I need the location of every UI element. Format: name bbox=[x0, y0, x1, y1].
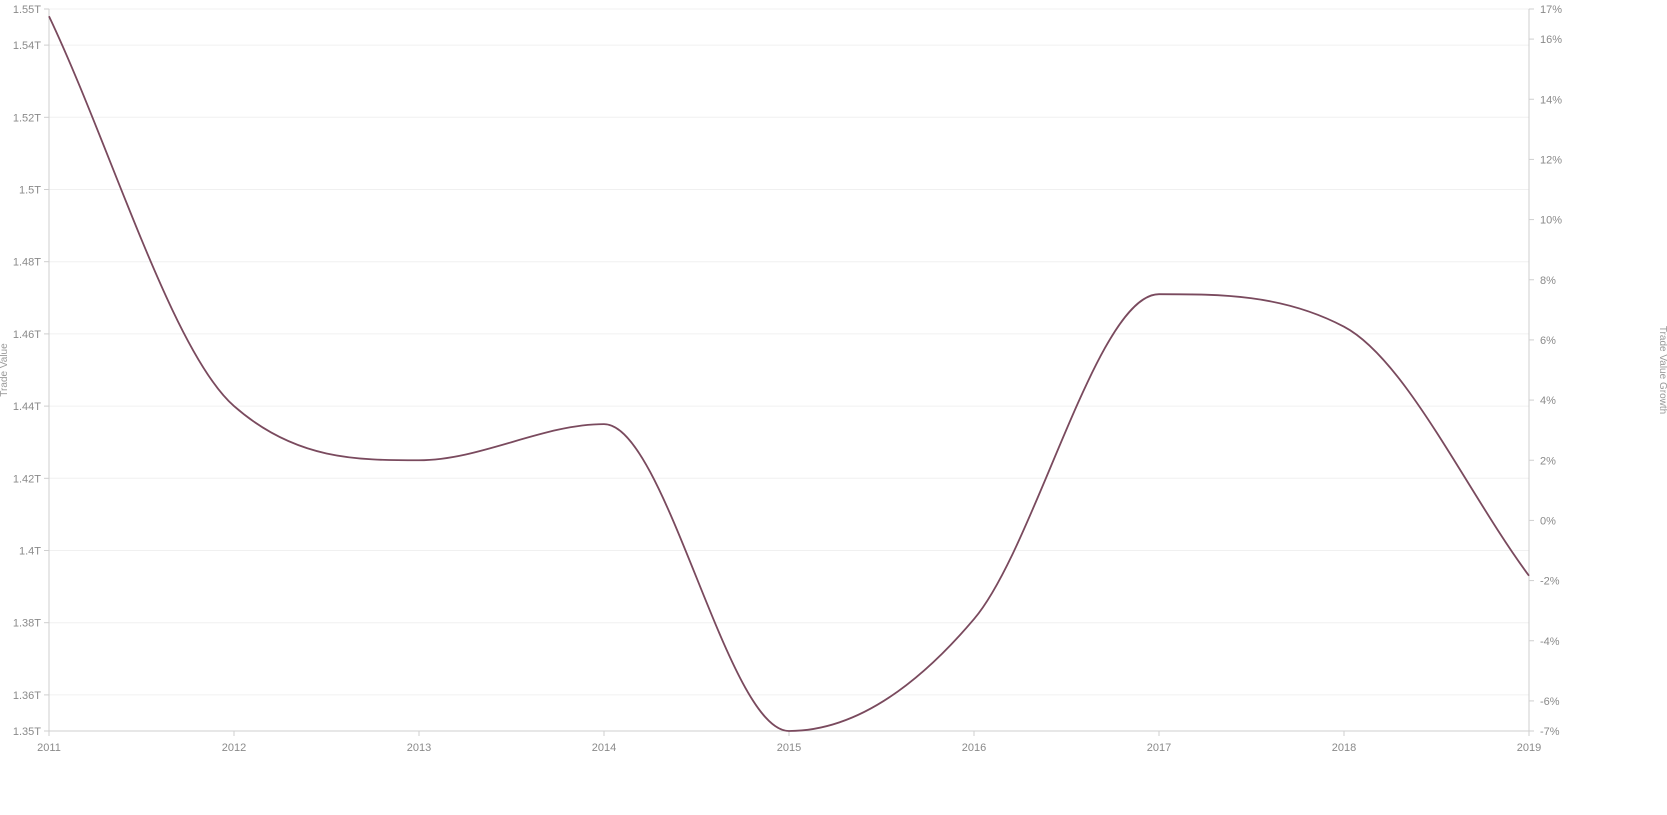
y2-tick-label: -2% bbox=[1540, 576, 1560, 588]
y-tick-label: 1.48T bbox=[13, 257, 41, 269]
series bbox=[48, 15, 1530, 732]
x-tick-label: 2015 bbox=[777, 742, 801, 754]
y2-tick-label: -6% bbox=[1540, 696, 1560, 708]
y-tick-label: 1.54T bbox=[13, 40, 41, 52]
x-tick-label: 2016 bbox=[962, 742, 986, 754]
y2-tick-label: 14% bbox=[1540, 94, 1562, 106]
data-point[interactable] bbox=[418, 459, 420, 461]
data-point[interactable] bbox=[603, 423, 605, 425]
x-tick-label: 2013 bbox=[407, 742, 431, 754]
y-axis-title: Trade Value bbox=[0, 343, 10, 397]
data-point[interactable] bbox=[1158, 293, 1160, 295]
x-tick-label: 2018 bbox=[1332, 742, 1356, 754]
data-point[interactable] bbox=[48, 15, 50, 17]
y-tick-label: 1.36T bbox=[13, 690, 41, 702]
data-point[interactable] bbox=[788, 730, 790, 732]
y-tick-label: 1.5T bbox=[19, 185, 41, 197]
y2-tick-label: 16% bbox=[1540, 34, 1562, 46]
y2-tick-label: 10% bbox=[1540, 215, 1562, 227]
x-tick-label: 2012 bbox=[222, 742, 246, 754]
y2-tick-label: -7% bbox=[1540, 726, 1560, 738]
y2-tick-label: 8% bbox=[1540, 275, 1556, 287]
x-tick-label: 2017 bbox=[1147, 742, 1171, 754]
y-tick-label: 1.38T bbox=[13, 618, 41, 630]
y-tick-label: 1.44T bbox=[13, 401, 41, 413]
x-tick-label: 2011 bbox=[37, 742, 61, 754]
series-line bbox=[48, 15, 1530, 732]
y2-tick-label: 2% bbox=[1540, 455, 1556, 467]
y2-tick-label: 0% bbox=[1540, 515, 1556, 527]
y2-tick-label: -4% bbox=[1540, 636, 1560, 648]
y2-tick-label: 17% bbox=[1540, 4, 1562, 16]
data-point[interactable] bbox=[233, 405, 235, 407]
left-tick-labels: 1.35T 1.36T 1.38T 1.4T 1.42T 1.44T 1.46T 1.48T 1… bbox=[13, 4, 49, 738]
data-point[interactable] bbox=[973, 618, 975, 620]
y-tick-label: 1.42T bbox=[13, 473, 41, 485]
y2-axis-title: Trade Value Growth bbox=[1657, 326, 1667, 414]
y2-tick-label: 4% bbox=[1540, 395, 1556, 407]
y-tick-label: 1.35T bbox=[13, 726, 41, 738]
right-tick-labels: -7% -6% -4% -2% 0% 2% 4% 6% 8% 10% 12% 14% 16% 17% bbox=[1529, 4, 1562, 738]
y-tick-label: 1.52T bbox=[13, 112, 41, 124]
y-tick-label: 1.4T bbox=[19, 546, 41, 558]
data-point[interactable] bbox=[1528, 575, 1530, 577]
y-tick-label: 1.46T bbox=[13, 329, 41, 341]
gridlines bbox=[49, 8, 1529, 696]
x-tick-label: 2019 bbox=[1517, 742, 1541, 754]
y2-tick-label: 12% bbox=[1540, 154, 1562, 166]
data-point[interactable] bbox=[1343, 326, 1345, 328]
y2-tick-label: 6% bbox=[1540, 335, 1556, 347]
x-tick-label: 2014 bbox=[592, 742, 616, 754]
y-tick-label: 1.55T bbox=[13, 4, 41, 16]
x-tick-labels: 2011 2012 2013 2014 2015 2016 2017 2018 2019 bbox=[37, 731, 1541, 754]
